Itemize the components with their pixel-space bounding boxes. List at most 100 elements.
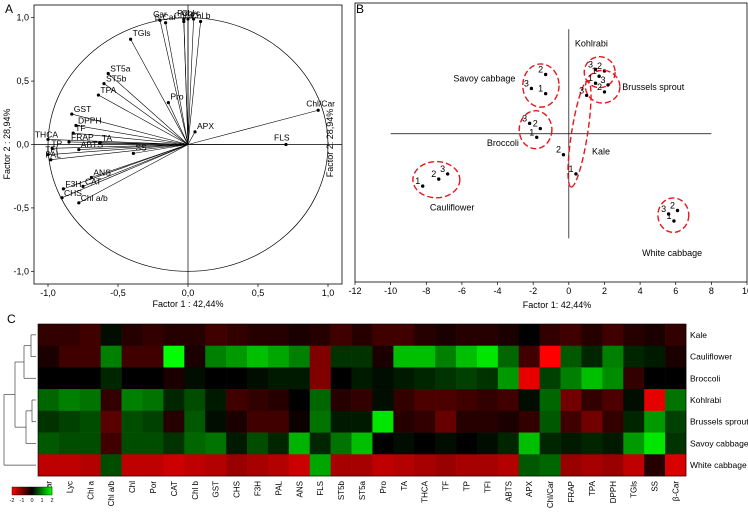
- heatmap-row-label-kohlrabi: Kohlrabi: [690, 395, 721, 405]
- heatmap-cell-savoy-cabbage-lyc: [58, 432, 81, 455]
- loading-vector-beta-car: [165, 22, 189, 145]
- heatmap-cell-brussels-sprout-st5a: [351, 410, 373, 433]
- heatmap-cell-cauliflower-tpa: [581, 345, 603, 368]
- heatmap-cell-kohlrabi-car: [38, 389, 60, 412]
- heatmap-cell-kale-chl-a-b: [100, 324, 122, 347]
- scores-x-tick-label: 10: [742, 286, 748, 296]
- panel-letter-a: A: [5, 2, 13, 16]
- loading-label-tf: TF: [75, 123, 85, 133]
- heatmap-cell-broccoli-car: [38, 367, 60, 390]
- heatmap-cell-cauliflower-fls: [309, 345, 331, 368]
- heatmap-cell-kale-lyc: [58, 324, 81, 347]
- heatmap-cell-broccoli-por: [142, 367, 164, 390]
- heatmap-cell-kale-chl-b: [184, 324, 206, 347]
- loading-label-chl-a: Chl a: [174, 10, 194, 20]
- heatmap-cell-brussels-sprout-tgls: [623, 410, 645, 433]
- loadings-y-tick-label: 0,0: [16, 140, 29, 150]
- scores-x-axis-label: Factor 1: 42,44%: [523, 300, 592, 310]
- legend-swatch: [35, 487, 37, 495]
- heatmap-cell-kale-apx: [518, 324, 540, 347]
- heatmap-cell-kohlrabi-tf: [435, 389, 457, 412]
- loading-point-pal: [49, 158, 53, 162]
- heatmap-cell-kohlrabi-abts: [497, 389, 520, 412]
- heatmap-cell-cauliflower-tp: [456, 345, 478, 368]
- heatmap-cell-savoy-cabbage-chl: [121, 432, 143, 455]
- loading-point-beta-car: [164, 21, 168, 25]
- heatmap-cell-brussels-sprout-ta: [393, 410, 415, 433]
- heatmap-cell-white-cabbage-chl-a-b: [100, 454, 122, 477]
- group-label-kale: Kale: [592, 147, 610, 157]
- heatmap-cell-broccoli-dpph: [602, 367, 624, 390]
- heatmap-row-label-kale: Kale: [690, 330, 707, 340]
- legend-tick-label: 1: [40, 498, 43, 504]
- legend-swatch: [40, 487, 42, 495]
- score-rep-label: 3: [661, 204, 666, 214]
- heatmap-cell-broccoli-thca: [414, 367, 436, 390]
- score-point-brussels-sprout-2: [602, 90, 607, 94]
- heatmap-cell-savoy-cabbage-abts: [497, 432, 520, 455]
- heatmap-cell-kale-frap: [560, 324, 582, 347]
- heatmap-col-label-chl-car: Chl/Car: [546, 481, 555, 508]
- score-rep-label: 2: [556, 145, 561, 155]
- heatmap-cell-broccoli-cat: [163, 367, 185, 390]
- heatmap-cell-kale-st5a: [351, 324, 373, 347]
- heatmap-cell-white-cabbage-por: [142, 454, 164, 477]
- score-rep-label: 1: [415, 176, 420, 186]
- heatmap-cell-cauliflower-st5b: [330, 345, 352, 368]
- heatmap-cell-cauliflower-car: [38, 345, 60, 368]
- score-rep-label: 1: [568, 164, 573, 174]
- heatmap-cell-kale-por: [142, 324, 164, 347]
- heatmap-cell-kohlrabi-gst: [205, 389, 227, 412]
- heatmap-col-label-por: Por: [149, 481, 158, 494]
- loading-vector-chl-a-b: [78, 144, 189, 204]
- legend-swatch: [48, 487, 50, 495]
- loading-vector-tf: [73, 132, 189, 145]
- heatmap-cell-white-cabbage-chl: [121, 454, 143, 477]
- heatmap-cell-brussels-sprout-thca: [414, 410, 436, 433]
- loading-label-tfi: TFI: [45, 145, 58, 155]
- loading-vector-lyc: [187, 18, 194, 145]
- loadings-x-axis-label: Factor 1 : 42,44%: [152, 299, 223, 309]
- heatmap-cell-savoy-cabbage-chl-a-b: [100, 432, 122, 455]
- loading-point-f3h: [61, 187, 65, 191]
- heatmap-cell-broccoli-abts: [497, 367, 520, 390]
- heatmap-cell-broccoli-tp: [456, 367, 478, 390]
- heatmap-cell-white-cabbage-cat: [163, 454, 185, 477]
- heatmap-cell-cauliflower-cat: [163, 345, 185, 368]
- heatmap-cell-kale-cat: [163, 324, 185, 347]
- loading-point-chl-a: [182, 19, 186, 24]
- score-point-white-cabbage-2: [675, 208, 680, 213]
- loading-point-apx: [193, 130, 197, 134]
- group-label-cauliflower: Cauliflower: [430, 203, 475, 213]
- loading-vector-cat: [82, 144, 189, 187]
- heatmap-cell-savoy-cabbage-thca: [414, 432, 436, 455]
- loading-vector-ss: [133, 144, 189, 154]
- heatmap-col-label-lyc: Lyc: [65, 481, 74, 493]
- scores-x-tick-label: 4: [638, 286, 643, 296]
- heatmap-cell-broccoli-chl-b: [184, 367, 206, 390]
- heatmap-col-label-fls: FLS: [316, 481, 325, 496]
- loading-vector-chs: [61, 144, 189, 199]
- heatmap-cell-savoy-cabbage-chs: [226, 432, 248, 455]
- score-point-cauliflower-2: [437, 177, 441, 181]
- heatmap-cell-broccoli-ss: [644, 367, 666, 390]
- heatmap-cell-kale-f3h: [247, 324, 269, 347]
- heatmap-col-label-pal: PAL: [274, 480, 283, 495]
- score-rep-label: 3: [440, 164, 445, 174]
- loading-label-frap: FRAP: [71, 132, 94, 142]
- heatmap-cell-kohlrabi-chl: [121, 389, 143, 412]
- group-broccoli: 321 Broccoli: [487, 110, 553, 150]
- heatmap-cell-brussels-sprout-gst: [205, 410, 227, 433]
- heatmap-cell-cauliflower-ss: [644, 345, 666, 368]
- loading-point-pro: [166, 101, 170, 105]
- heatmap-cell-kohlrabi-lyc: [58, 389, 81, 412]
- heatmap-cell-savoy-cabbage-tf: [435, 432, 457, 455]
- heatmap-col-label-st5a: ST5a: [358, 480, 367, 500]
- score-point-kale-3: [584, 93, 589, 98]
- group-ellipse-white-cabbage: [657, 197, 690, 234]
- scores-x-tick-label: -10: [384, 286, 397, 296]
- heatmap-cell-brussels-sprout-beta-car: [665, 410, 687, 433]
- heatmap-cell-savoy-cabbage-beta-car: [665, 432, 687, 455]
